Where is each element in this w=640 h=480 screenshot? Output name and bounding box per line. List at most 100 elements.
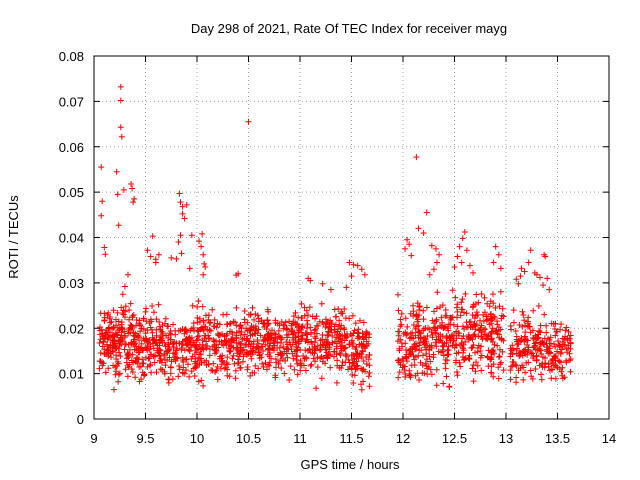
data-point [198, 377, 205, 384]
data-point [538, 371, 545, 378]
data-point [159, 330, 166, 337]
data-point [291, 366, 298, 373]
data-point [102, 251, 109, 258]
data-point [428, 342, 435, 349]
data-point [423, 304, 430, 311]
data-point [263, 366, 270, 373]
data-point [138, 376, 145, 383]
data-point [338, 309, 345, 316]
data-point [449, 332, 456, 339]
data-point [278, 365, 285, 372]
data-point [442, 365, 449, 372]
data-point [254, 337, 261, 344]
data-point [517, 349, 524, 356]
data-point [166, 354, 173, 361]
data-point [440, 380, 447, 387]
data-point [121, 283, 128, 290]
data-point [397, 336, 404, 343]
data-point [242, 342, 249, 349]
data-point [491, 314, 498, 321]
data-point [333, 345, 340, 352]
data-point [362, 344, 369, 351]
data-point [403, 355, 410, 362]
data-point [183, 201, 190, 208]
data-point [460, 309, 467, 316]
data-point [292, 309, 299, 316]
data-point [295, 314, 302, 321]
data-point [521, 334, 528, 341]
data-point [496, 353, 503, 360]
data-point [513, 338, 520, 345]
data-point [517, 337, 524, 344]
data-point [478, 352, 485, 359]
data-point [414, 300, 421, 307]
x-axis-label: GPS time / hours [301, 457, 400, 472]
data-point [491, 328, 498, 335]
data-point [424, 371, 431, 378]
data-point [348, 365, 355, 372]
data-point [116, 349, 123, 356]
data-point [161, 320, 168, 327]
data-point [312, 358, 319, 365]
data-point [408, 362, 415, 369]
data-point [349, 337, 356, 344]
data-point [567, 355, 574, 362]
data-point [352, 346, 359, 353]
data-point [434, 289, 441, 296]
data-point [458, 259, 465, 266]
data-point [336, 317, 343, 324]
data-point [525, 346, 532, 353]
data-point [431, 308, 438, 315]
data-point [237, 365, 244, 372]
data-point [433, 316, 440, 323]
data-point [522, 369, 529, 376]
data-point [299, 323, 306, 330]
data-point [365, 373, 372, 380]
data-point [360, 319, 367, 326]
data-point [274, 351, 281, 358]
data-point [150, 309, 157, 316]
data-point [465, 331, 472, 338]
data-point [350, 379, 357, 386]
data-point [437, 331, 444, 338]
data-point [126, 325, 133, 332]
data-point [119, 291, 126, 298]
data-point [207, 319, 214, 326]
data-point [406, 241, 413, 248]
data-point [112, 316, 119, 323]
data-point [117, 337, 124, 344]
data-point [255, 326, 262, 333]
data-point [473, 359, 480, 366]
data-point [520, 376, 527, 383]
data-point [194, 303, 201, 310]
data-point [407, 372, 414, 379]
data-point [488, 315, 495, 322]
data-point [333, 334, 340, 341]
data-point [331, 323, 338, 330]
data-point [245, 118, 252, 125]
y-tick-label: 0.06 [59, 140, 84, 155]
data-point [211, 316, 218, 323]
y-tick-label: 0.04 [59, 231, 84, 246]
data-point [135, 349, 142, 356]
data-point [433, 343, 440, 350]
data-point [535, 303, 542, 310]
data-point [313, 330, 320, 337]
data-point [348, 273, 355, 280]
data-point [156, 323, 163, 330]
data-point [349, 312, 356, 319]
data-point [195, 298, 202, 305]
x-tick-label: 11.5 [339, 431, 363, 446]
data-point [366, 383, 373, 390]
data-point [231, 360, 238, 367]
data-point [497, 361, 504, 368]
data-point [346, 359, 353, 366]
data-point [165, 341, 172, 348]
data-point [468, 345, 475, 352]
data-point [466, 352, 473, 359]
data-point [149, 334, 156, 341]
data-point [402, 245, 409, 252]
data-point [509, 351, 516, 358]
data-point [112, 344, 119, 351]
data-point [332, 313, 339, 320]
